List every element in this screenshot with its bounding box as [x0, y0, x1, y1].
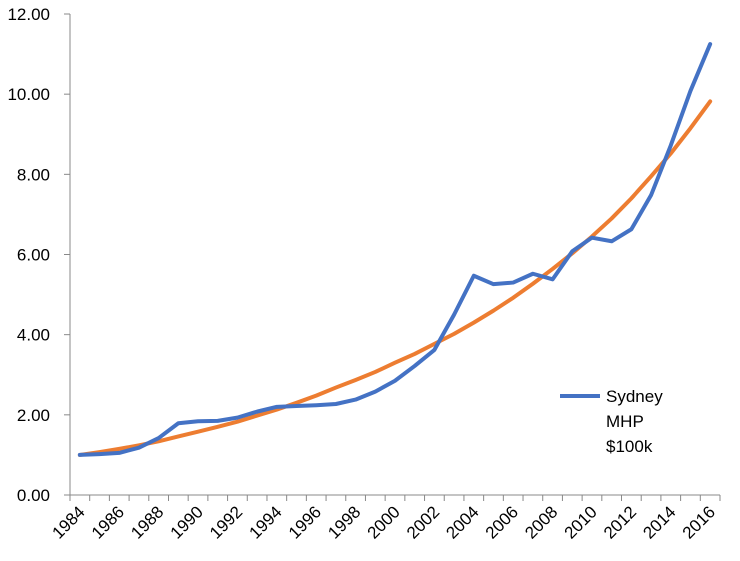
y-tick-label: 12.00 — [7, 5, 50, 24]
x-tick-label: 2006 — [482, 502, 522, 542]
y-tick-label: 0.00 — [17, 486, 50, 505]
legend-label: Sydney — [606, 387, 663, 406]
legend-label: $100k — [606, 437, 653, 456]
x-axis: 1984 1986 1988 1990 1992 1994 1996 1998 2000 2002… — [48, 494, 721, 543]
legend: Sydney MHP $100k — [560, 387, 663, 456]
y-tick-label: 4.00 — [17, 326, 50, 345]
series-line-2 — [77, 99, 713, 457]
x-tick-label: 1984 — [48, 502, 88, 542]
x-tick-label: 2000 — [364, 502, 404, 542]
series-line-1 — [77, 42, 713, 457]
x-tick-label: 1996 — [285, 502, 325, 542]
x-tick-label: 1994 — [245, 502, 285, 542]
y-tick-label: 10.00 — [7, 85, 50, 104]
x-tick-label: 1988 — [127, 502, 167, 542]
x-tick-label: 2014 — [639, 502, 679, 542]
x-tick-label: 2004 — [442, 502, 482, 542]
x-tick-label: 1992 — [206, 502, 246, 542]
x-tick-label: 2008 — [521, 502, 561, 542]
y-tick-label: 6.00 — [17, 246, 50, 265]
series-layer — [77, 42, 713, 457]
legend-label: MHP — [606, 412, 644, 431]
y-axis: 0.00 2.00 4.00 6.00 8.00 10.00 12.00 — [7, 5, 71, 505]
x-tick-label: 2010 — [561, 502, 601, 542]
x-tick-label: 1986 — [88, 502, 128, 542]
x-tick-label: 1998 — [324, 502, 364, 542]
x-tick-label: 2012 — [600, 502, 640, 542]
x-tick-label: 2002 — [403, 502, 443, 542]
y-tick-label: 2.00 — [17, 406, 50, 425]
x-tick-label: 1990 — [167, 502, 207, 542]
x-tick-label: 2016 — [679, 502, 719, 542]
y-tick-label: 8.00 — [17, 165, 50, 184]
